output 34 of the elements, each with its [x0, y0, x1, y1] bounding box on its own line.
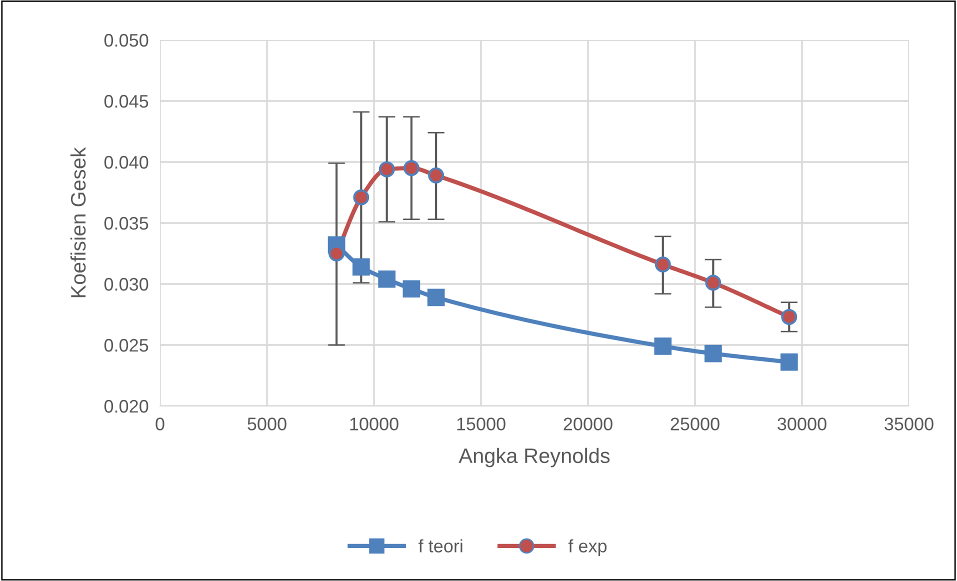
- x-tick-label: 0: [156, 418, 164, 430]
- x-tick-label: 10000: [350, 418, 398, 430]
- point: [654, 256, 671, 272]
- y-tick-label: 0.040: [104, 156, 148, 169]
- x-tick-label: 20000: [564, 418, 612, 430]
- point: [402, 280, 420, 298]
- point: [428, 167, 444, 184]
- point: [704, 344, 722, 362]
- point: [328, 246, 345, 262]
- x-axis-title: Angka Reynolds: [458, 448, 610, 468]
- x-tick-label: 35000: [884, 418, 934, 430]
- x-tick-label: 5000: [248, 418, 286, 430]
- y-tick-label: 0.025: [104, 338, 148, 352]
- point: [654, 338, 672, 355]
- y-axis-title: Koefisien Gesek: [70, 147, 86, 298]
- y-tick-label: 0.050: [104, 34, 148, 47]
- legend-label: f teori: [418, 539, 462, 552]
- x-tick-label: 25000: [670, 418, 720, 430]
- point: [353, 189, 370, 206]
- y-tick-label: 0.020: [104, 400, 148, 413]
- point: [403, 160, 420, 176]
- legend-label: f exp: [568, 539, 607, 556]
- point: [781, 308, 798, 325]
- x-tick-label: 30000: [778, 418, 826, 430]
- point: [352, 258, 370, 276]
- y-tick-label: 0.045: [104, 94, 148, 108]
- y-tick-label: 0.035: [104, 216, 148, 230]
- y-tick-label: 0.030: [104, 278, 148, 291]
- x-tick-label: 15000: [457, 418, 506, 430]
- point: [780, 353, 798, 371]
- point: [378, 161, 395, 178]
- point: [378, 270, 396, 288]
- point: [705, 274, 722, 291]
- point: [427, 288, 445, 306]
